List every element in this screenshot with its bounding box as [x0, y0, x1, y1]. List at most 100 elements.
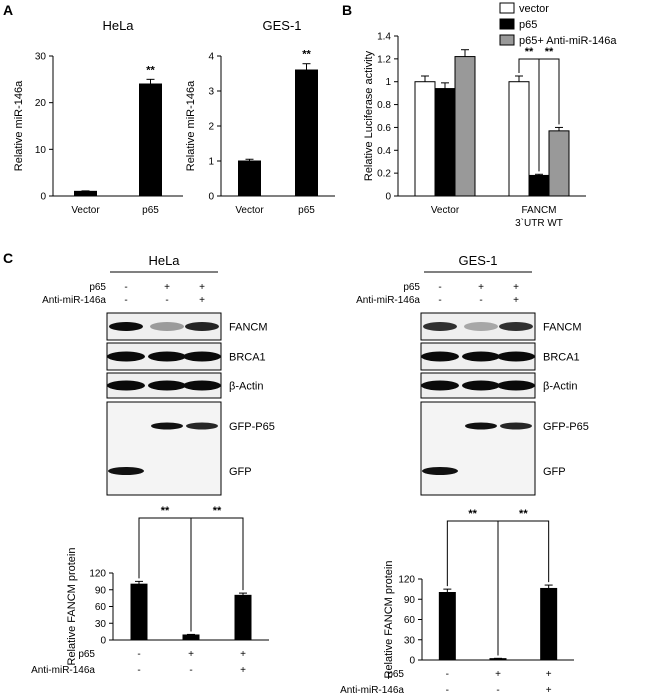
bar-p65-anti-mir-146a-0: [454, 56, 476, 197]
bar-0: [74, 190, 97, 197]
bar-0: [130, 583, 148, 641]
y-tick-label: 90: [404, 595, 416, 606]
condition-sign: -: [446, 685, 449, 695]
y-tick-label: 1.4: [377, 32, 391, 43]
y-tick-label: 60: [95, 602, 107, 613]
y-axis-label: Relative miR-146a: [185, 80, 197, 171]
bar-p65-1: [528, 174, 550, 197]
significance-mark: **: [161, 505, 170, 517]
condition-sign: -: [438, 295, 441, 306]
x-tick-label: Vector: [431, 205, 460, 216]
condition-sign: +: [546, 685, 552, 695]
gfp-p65-band: [465, 422, 497, 430]
bar-0: [238, 160, 261, 197]
bar-2: [540, 587, 558, 661]
gfp-band: [108, 467, 144, 475]
significance-bracket: [190, 517, 244, 632]
y-tick-label: 90: [95, 585, 107, 596]
fancm-band: [464, 322, 498, 331]
condition-sign: -: [479, 295, 482, 306]
blot-title: GES-1: [458, 253, 497, 268]
condition-row-label: Anti-miR-146a: [31, 665, 95, 676]
blot-label: FANCM: [543, 322, 582, 334]
gfp-band: [422, 467, 458, 475]
y-tick-label: 20: [35, 98, 47, 109]
brca1-band: [421, 351, 459, 362]
beta-actin-band: [497, 380, 535, 391]
bar-1: [139, 83, 162, 197]
significance-bracket: [538, 58, 560, 172]
y-axis-label: Relative Luciferase activity: [363, 50, 375, 181]
blot-label: GFP: [543, 466, 566, 478]
chart-b: Relative Luciferase activity 0 0.2 0.4 0.6 0.…: [363, 2, 617, 229]
blots-layer: HeLa p65 - + + Anti-miR-146a - - + FANCM BRCA1 β-Ac…: [42, 253, 589, 496]
bar-1: [182, 634, 200, 641]
condition-sign: +: [478, 282, 484, 293]
condition-sign: +: [240, 665, 246, 676]
bar-p65-0: [434, 88, 456, 197]
x-tick-label: Vector: [71, 205, 100, 216]
bar-2: [234, 594, 252, 641]
significance-mark: **: [525, 46, 534, 58]
condition-sign: +: [164, 282, 170, 293]
legend-label: vector: [519, 3, 549, 15]
brca1-band: [107, 351, 145, 362]
beta-actin-band: [462, 380, 500, 391]
y-tick-label: 30: [95, 619, 107, 630]
significance-mark: **: [213, 505, 222, 517]
legend-label: p65+ Anti-miR-146a: [519, 35, 617, 47]
condition-sign: -: [137, 649, 140, 660]
beta-actin-band: [183, 380, 221, 391]
legend-swatch: [499, 18, 515, 30]
significance-mark: **: [545, 46, 554, 58]
significance-mark: **: [468, 508, 477, 520]
panel-letter-a: A: [3, 2, 13, 18]
blot-label: GFP-P65: [543, 421, 589, 433]
condition-sign: +: [199, 282, 205, 293]
condition-sign: -: [438, 282, 441, 293]
bar-0: [438, 592, 456, 661]
beta-actin-band: [148, 380, 186, 391]
condition-row-label: p65: [89, 282, 106, 293]
y-tick-label: 4: [208, 52, 214, 63]
chart-a-ges-1: GES-1 Relative miR-146a 0 1 2 3 4 Vector p65 **: [185, 18, 335, 216]
bar-vector-1: [508, 81, 530, 197]
y-tick-label: 1: [208, 157, 214, 168]
condition-sign: +: [513, 282, 519, 293]
bar-1: [295, 69, 318, 197]
y-tick-label: 0.4: [377, 146, 391, 157]
condition-sign: +: [240, 649, 246, 660]
chart-c-hela: Relative FANCM protein 0 30 60 90 120 ** ** p65 -…: [31, 505, 269, 676]
condition-sign: -: [496, 685, 499, 695]
chart-title: GES-1: [262, 18, 301, 33]
blot-label: β-Actin: [543, 381, 577, 393]
condition-row-label: p65: [78, 649, 95, 660]
y-axis-label: Relative FANCM protein: [383, 561, 395, 679]
significance-bracket: [497, 520, 550, 656]
y-tick-label: 0.2: [377, 169, 391, 180]
condition-sign: +: [495, 669, 501, 680]
gfp-p65-band: [151, 422, 183, 430]
fancm-band: [150, 322, 184, 331]
x-tick-label: p65: [298, 205, 315, 216]
bar-p65-anti-mir-146a-1: [548, 130, 570, 197]
fancm-band: [185, 322, 219, 331]
chart-c-ges-1: Relative FANCM protein 0 30 60 90 120 ** ** p65 -…: [340, 508, 574, 695]
chart-a-hela: HeLa Relative miR-146a 0 10 20 30 Vector p65 **: [13, 18, 183, 216]
condition-row-label: Anti-miR-146a: [356, 295, 420, 306]
x-tick-label: p65: [142, 205, 159, 216]
y-tick-label: 0.6: [377, 123, 391, 134]
y-tick-label: 1.2: [377, 54, 391, 65]
brca1-band: [148, 351, 186, 362]
significance-mark: **: [146, 64, 155, 76]
condition-sign: -: [165, 295, 168, 306]
blot-label: GFP: [229, 466, 252, 478]
y-tick-label: 120: [398, 575, 415, 586]
y-axis-label: Relative miR-146a: [13, 80, 25, 171]
x-tick-label: Vector: [235, 205, 264, 216]
condition-sign: -: [137, 665, 140, 676]
y-tick-label: 0: [409, 656, 415, 667]
condition-row-label: p65: [387, 669, 404, 680]
